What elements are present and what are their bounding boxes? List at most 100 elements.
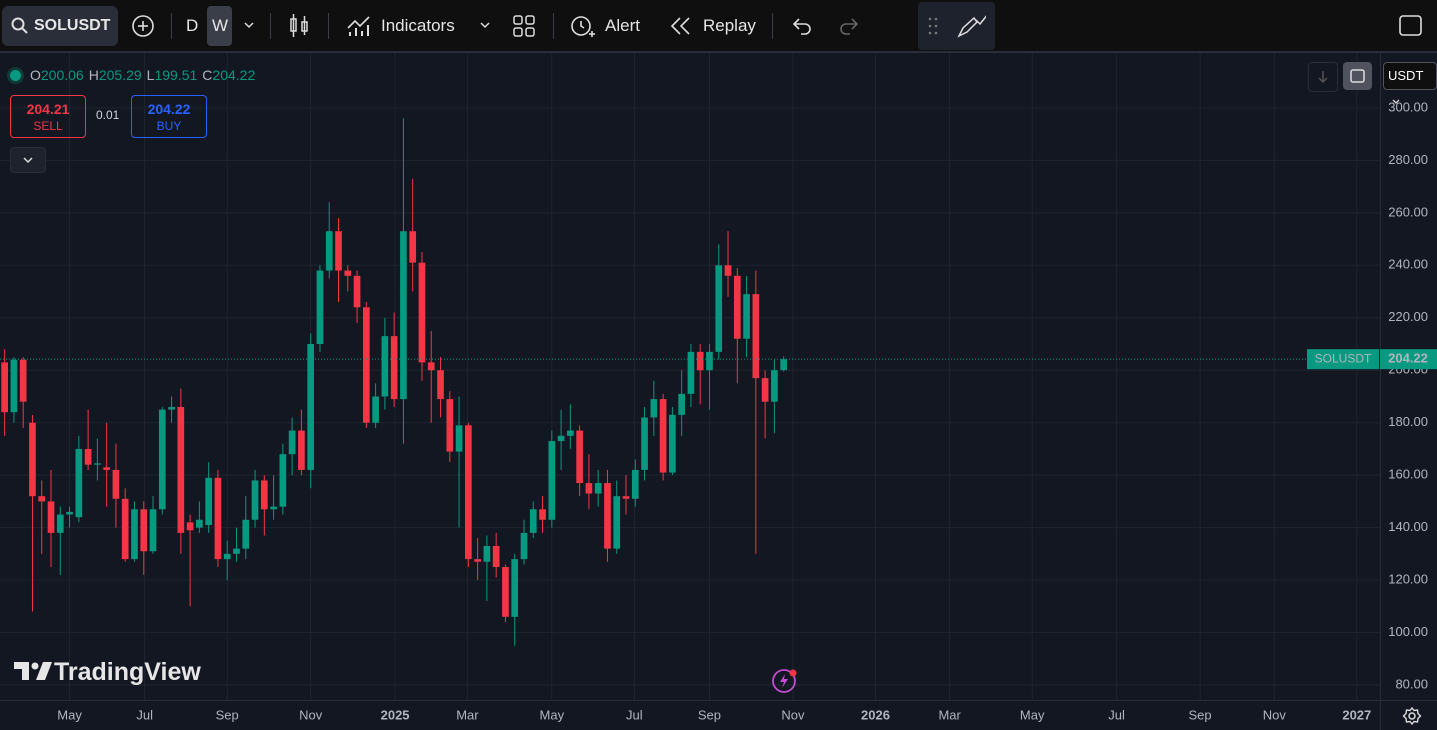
candle-body	[641, 417, 648, 470]
candle-body	[84, 448, 92, 465]
buy-label: BUY	[156, 119, 182, 133]
interval-w[interactable]: W	[212, 16, 229, 35]
replay-icon[interactable]	[670, 16, 692, 36]
currency: USDT	[1388, 68, 1424, 83]
symbol[interactable]: SOLUSDT	[34, 17, 111, 34]
candle-body	[66, 511, 73, 515]
auto-scale-button[interactable]	[1343, 62, 1372, 90]
candle-body	[455, 425, 463, 452]
candle-body	[511, 559, 519, 617]
candle-body	[177, 406, 185, 533]
candle-body	[427, 362, 435, 371]
drawing-icon[interactable]	[926, 14, 986, 40]
chevron	[23, 157, 33, 164]
lightning-button[interactable]	[770, 667, 798, 695]
y-tick-label: 80.00	[1395, 676, 1428, 691]
candle-body	[761, 378, 769, 402]
chevron	[1392, 99, 1400, 104]
candle-body	[483, 546, 491, 562]
x-tick-label: 2026	[861, 707, 890, 722]
watermark-logo	[14, 662, 52, 680]
candle-body	[223, 553, 231, 560]
candle-body	[10, 359, 18, 413]
separator	[772, 13, 773, 39]
y-tick-label: 280.00	[1388, 152, 1428, 167]
toolbar: SOLUSDT D W Indicators Alert Replay	[0, 0, 1437, 53]
candle-body	[529, 509, 537, 533]
x-tick-label: Mar	[456, 707, 479, 722]
fullscreen-icon[interactable]	[1399, 15, 1423, 37]
symbol-search[interactable]	[2, 6, 118, 46]
chevron[interactable]	[479, 20, 491, 30]
candle-body	[492, 546, 500, 567]
candle-body	[780, 359, 788, 371]
candle-body	[687, 351, 695, 394]
candle-body	[659, 399, 667, 473]
sell-label: SELL	[33, 119, 63, 133]
candle-body	[548, 441, 556, 520]
candle-body	[771, 370, 778, 402]
candle-body	[205, 477, 213, 526]
candle-body	[279, 454, 287, 507]
price-tag-label: 204.22	[1388, 351, 1428, 366]
alert[interactable]: Alert	[605, 16, 640, 35]
separator	[553, 13, 554, 39]
collapse-button[interactable]	[10, 147, 46, 173]
candle-body	[121, 498, 129, 560]
y-tick-label: 120.00	[1388, 572, 1428, 587]
y-tick-label: 220.00	[1388, 309, 1428, 324]
candle-body	[196, 519, 203, 528]
x-tick-label: May	[540, 707, 565, 722]
x-tick-label: Sep	[216, 707, 239, 722]
legend: O200.06 H205.29 L199.51 C204.22	[10, 66, 255, 84]
currency-selector[interactable]: USDT	[1383, 62, 1437, 104]
candle-body	[288, 430, 296, 455]
indicators-icon[interactable]	[346, 14, 372, 38]
candle-body	[233, 548, 240, 554]
settings-icon[interactable]	[1402, 706, 1422, 726]
y-tick-label: 180.00	[1388, 414, 1428, 429]
candle-body	[604, 483, 611, 549]
candle-body	[214, 477, 222, 560]
candle-body	[75, 448, 83, 518]
alert-icon[interactable]	[569, 13, 597, 39]
candle-body	[520, 532, 528, 560]
add-symbol[interactable]	[131, 14, 155, 38]
layouts-icon[interactable]	[513, 15, 535, 37]
replay[interactable]: Replay	[703, 16, 756, 35]
chevron[interactable]	[243, 20, 255, 30]
x-tick-label: 2027	[1342, 707, 1371, 722]
candle-body	[344, 270, 352, 276]
price-tag	[1380, 349, 1437, 370]
x-tick-label: Jul	[626, 707, 643, 722]
ohlc-value: 205.29	[98, 67, 142, 83]
candle-body	[316, 270, 324, 345]
candle-body	[29, 422, 36, 497]
candle-body	[19, 359, 27, 402]
candle-body	[381, 336, 389, 397]
redo-icon[interactable]	[838, 16, 860, 36]
ohlc-label: L	[146, 67, 155, 83]
candle-body	[260, 480, 268, 510]
separator	[270, 13, 271, 39]
scroll-button[interactable]	[1308, 62, 1338, 92]
sell-button[interactable]: 204.21 SELL	[10, 95, 86, 138]
y-tick-label: 140.00	[1388, 519, 1428, 534]
y-tick-label: 240.00	[1388, 257, 1428, 272]
candle-body	[325, 231, 333, 271]
candle-body	[186, 522, 194, 531]
candle-body	[733, 275, 741, 339]
undo-icon[interactable]	[791, 16, 813, 36]
candle-body	[38, 496, 46, 502]
candle-body	[400, 231, 407, 400]
candle-body	[131, 509, 138, 560]
chart-type-icon[interactable]	[288, 13, 310, 39]
buy-button[interactable]: 204.22 BUY	[131, 95, 207, 138]
candle-body	[353, 275, 361, 308]
candle-body	[650, 399, 658, 418]
indicators[interactable]: Indicators	[381, 16, 455, 35]
interval-d[interactable]: D	[186, 16, 199, 35]
candle-body	[724, 265, 732, 276]
candle-body	[298, 430, 305, 470]
